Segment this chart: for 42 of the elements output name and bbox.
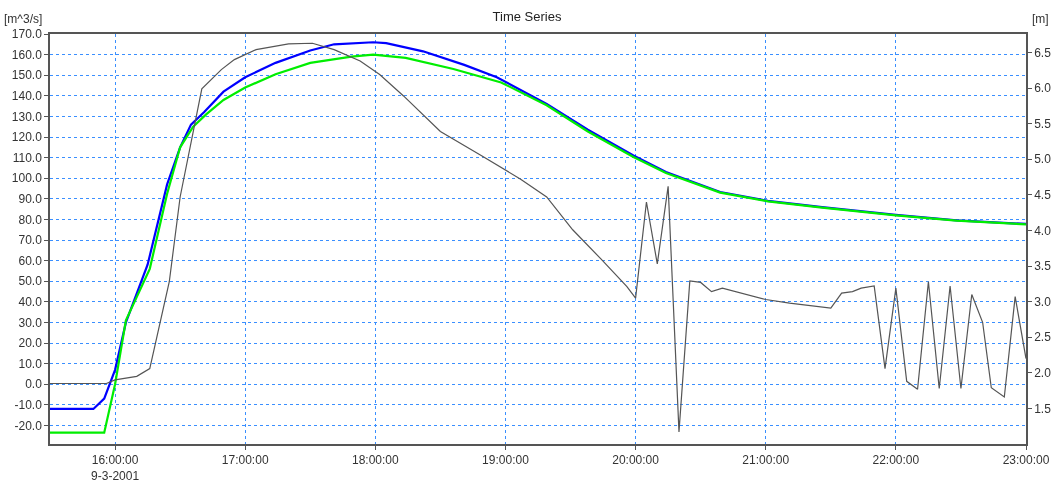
x-tick-label: 23:00:00	[1002, 453, 1050, 468]
y-tick-label: 50.0	[18, 274, 43, 289]
x-tick-label: 16:00:00 9-3-2001	[91, 453, 140, 483]
y-tick-label: 150.0	[11, 68, 43, 83]
y2-tick-label: 6.0	[1034, 81, 1052, 96]
x-tick-label: 21:00:00	[742, 453, 790, 468]
y-tick-label: 70.0	[18, 233, 43, 248]
y-tick-label: 160.0	[11, 47, 43, 62]
y2-tick-label: 3.0	[1034, 294, 1052, 309]
y2-tick-label: 4.5	[1034, 188, 1052, 203]
y2-tick-label: 6.5	[1034, 45, 1052, 60]
y2-tick-label: 2.0	[1034, 366, 1052, 381]
y2-tick-label: 2.5	[1034, 330, 1052, 345]
y-tick-label: 140.0	[11, 89, 43, 104]
y-tick-label: 120.0	[11, 130, 43, 145]
y2-axis-title: [m]	[1032, 12, 1049, 26]
y-tick-label: 80.0	[18, 212, 43, 227]
y-tick-label: 30.0	[18, 315, 43, 330]
y-tick-label: 20.0	[18, 336, 43, 351]
y2-tick-label: 5.5	[1034, 116, 1052, 131]
y2-tick-label: 4.0	[1034, 223, 1052, 238]
y-tick-label: 60.0	[18, 253, 43, 268]
y-tick-label: 100.0	[11, 171, 43, 186]
y-tick-label: 10.0	[18, 356, 43, 371]
y-tick-label: 110.0	[12, 150, 43, 165]
x-tick-label: 18:00:00	[351, 453, 400, 468]
y-tick-label: -10.0	[14, 398, 43, 413]
x-tick-label: 20:00:00	[612, 453, 660, 468]
y-axis-title: [m^3/s]	[4, 12, 43, 26]
y2-tick-label: 3.5	[1034, 259, 1052, 274]
x-tick-label: 19:00:00	[482, 453, 530, 468]
y2-tick-label: 1.5	[1034, 401, 1052, 416]
chart-title: Time Series	[492, 9, 562, 25]
y-tick-label: 90.0	[18, 192, 43, 207]
y-tick-label: 40.0	[18, 295, 43, 310]
x-tick-label: 22:00:00	[872, 453, 920, 468]
y2-tick-label: 5.0	[1034, 152, 1052, 167]
y-tick-label: 130.0	[11, 109, 43, 124]
y-tick-label: -20.0	[14, 418, 43, 433]
y-tick-label: 170.0	[11, 27, 43, 42]
y-tick-label: 0.0	[25, 377, 43, 392]
x-tick-label: 17:00:00	[221, 453, 269, 468]
